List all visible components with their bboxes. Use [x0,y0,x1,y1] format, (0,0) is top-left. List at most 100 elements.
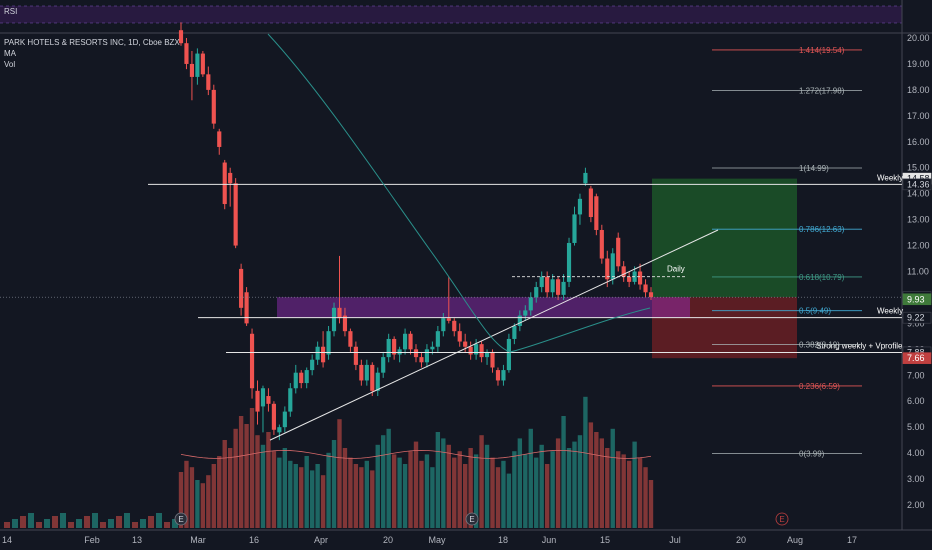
candle-body [277,427,282,433]
candle-body [402,333,408,350]
fib-level-label: 0.5(9.49) [799,307,831,316]
candle-body [331,307,337,332]
price-tick-label: 13.00 [907,215,930,225]
volume-bar [84,516,90,528]
time-tick-label: Jul [669,535,681,545]
earnings-marker-label: E [779,515,784,524]
candle-body [206,74,211,90]
volume-bar [605,448,610,528]
price-tick-label: 2.00 [907,500,925,510]
volume-bar [140,519,146,528]
candle-body [178,30,184,44]
price-axis-badge [902,293,932,306]
volume-bar [320,475,326,528]
candle-body [545,276,550,293]
volume-bar [555,438,561,528]
candle-body [233,183,238,246]
volume-bar [304,456,309,528]
candle-body [539,276,544,288]
candle-body [381,357,386,373]
candle-body [222,162,227,205]
candle-body [419,357,424,363]
vol-legend: Vol [4,60,16,69]
price-axis-badge-text: 9.93 [907,294,925,304]
time-axis: 14 Feb 13 Mar 16 Apr 20 May 18 Jun 15 Jul 20 Aug 17 [2,535,857,545]
candle-body [211,89,216,124]
volume-bar [164,522,170,528]
fib-level-label: 1.414(19.54) [799,46,845,55]
candle-body [315,346,320,360]
volume-bar [217,456,222,528]
volume-bar [561,416,566,528]
candle-body [490,351,495,368]
volume-bar [36,522,42,528]
rsi-band [0,6,902,23]
volume-bar [577,435,583,528]
candle-body [228,172,233,184]
price-tick-label: 6.00 [907,396,925,406]
volume-bar [132,522,138,528]
volume-bar [277,457,282,528]
price-tick-label: 20.00 [907,33,930,43]
candle-body [594,196,599,230]
candle-body [364,364,369,381]
volume-bar [326,452,331,528]
candle-body [495,370,501,381]
candle-body [239,268,244,308]
volume-bar [452,457,457,528]
fibonacci-levels: 1.414(19.54) 1.272(17.98) 1(14.99) 0.786(12… [712,46,862,458]
time-tick-label: 16 [249,535,259,545]
volume-bar [435,432,441,528]
candle-body [616,237,621,267]
volume-bar [523,454,528,528]
candle-body [610,253,615,280]
time-tick-label: Feb [84,535,100,545]
candle-body [534,287,539,298]
candle-body [572,214,577,243]
volume-bar [550,451,555,528]
price-axis-badge-text: 9.22 [907,313,925,323]
volume-bar [643,467,648,528]
candle-body [637,271,643,285]
volume-bar [260,444,266,528]
candle-body [588,188,593,218]
earnings-marker [465,512,479,526]
volume-bar [148,516,154,528]
candle-body [517,315,522,326]
fib-level-label: 0.786(12.63) [799,225,845,234]
candle-body [599,229,604,259]
volume-bar [184,460,189,528]
fib-level-label: 0.382(8.19) [799,340,840,349]
volume-bar [222,440,227,528]
price-tick-label: 4.00 [907,448,925,458]
candlestick-series [178,22,654,441]
volume-bar [534,457,539,528]
volume-bar [413,441,419,528]
volume-bar [463,464,468,528]
volume-bar [271,451,277,528]
time-tick-label: Apr [314,535,328,545]
price-tick-label: 11.00 [907,267,929,277]
volume-bar [610,428,615,528]
volume-bar [233,428,238,528]
volume-bar [244,424,249,528]
volume-bar [583,396,588,528]
volume-bar [52,516,58,528]
candle-body [457,331,462,342]
level-label: Weekly [877,307,903,316]
candle-body [260,388,266,407]
candle-body [648,292,654,298]
time-tick-label: 15 [600,535,610,545]
candle-body [353,346,358,365]
volume-bar [473,454,479,528]
earnings-marker-label: E [469,515,474,524]
candle-body [370,364,375,391]
earnings-marker-label: E [178,515,183,524]
volume-bar [490,457,495,528]
candle-body [337,307,342,319]
candle-body [621,266,626,277]
level-label: Weekly [877,173,903,182]
candle-body [566,242,572,282]
